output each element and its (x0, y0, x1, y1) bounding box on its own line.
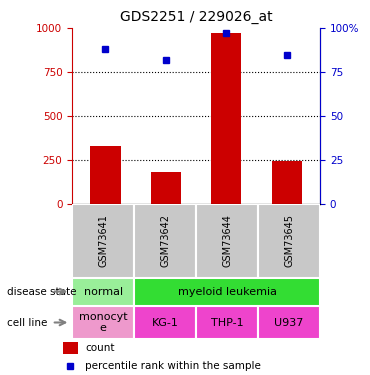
Bar (196, 306, 258, 339)
Bar (258, 204, 320, 278)
Bar (134, 306, 196, 339)
Text: KG-1: KG-1 (152, 318, 179, 327)
Text: myeloid leukemia: myeloid leukemia (178, 286, 277, 297)
Bar (72, 278, 134, 306)
Title: GDS2251 / 229026_at: GDS2251 / 229026_at (120, 10, 272, 24)
Text: cell line: cell line (7, 318, 48, 327)
Text: U937: U937 (275, 318, 304, 327)
Bar (151, 172, 181, 204)
Bar (196, 204, 258, 278)
Text: disease state: disease state (7, 286, 77, 297)
Text: percentile rank within the sample: percentile rank within the sample (85, 361, 261, 371)
Text: GSM73642: GSM73642 (160, 214, 170, 267)
Bar (63, 342, 78, 354)
Bar (211, 33, 242, 204)
Bar (134, 278, 320, 306)
Text: monocyt
e: monocyt e (79, 312, 127, 333)
Text: GSM73641: GSM73641 (98, 214, 108, 267)
Text: THP-1: THP-1 (211, 318, 243, 327)
Text: count: count (85, 343, 115, 353)
Text: GSM73644: GSM73644 (222, 214, 232, 267)
Bar (90, 146, 121, 204)
Bar (134, 204, 196, 278)
Bar (258, 306, 320, 339)
Bar (72, 306, 134, 339)
Bar (272, 161, 302, 204)
Text: GSM73645: GSM73645 (284, 214, 294, 267)
Text: normal: normal (84, 286, 123, 297)
Bar (72, 204, 134, 278)
